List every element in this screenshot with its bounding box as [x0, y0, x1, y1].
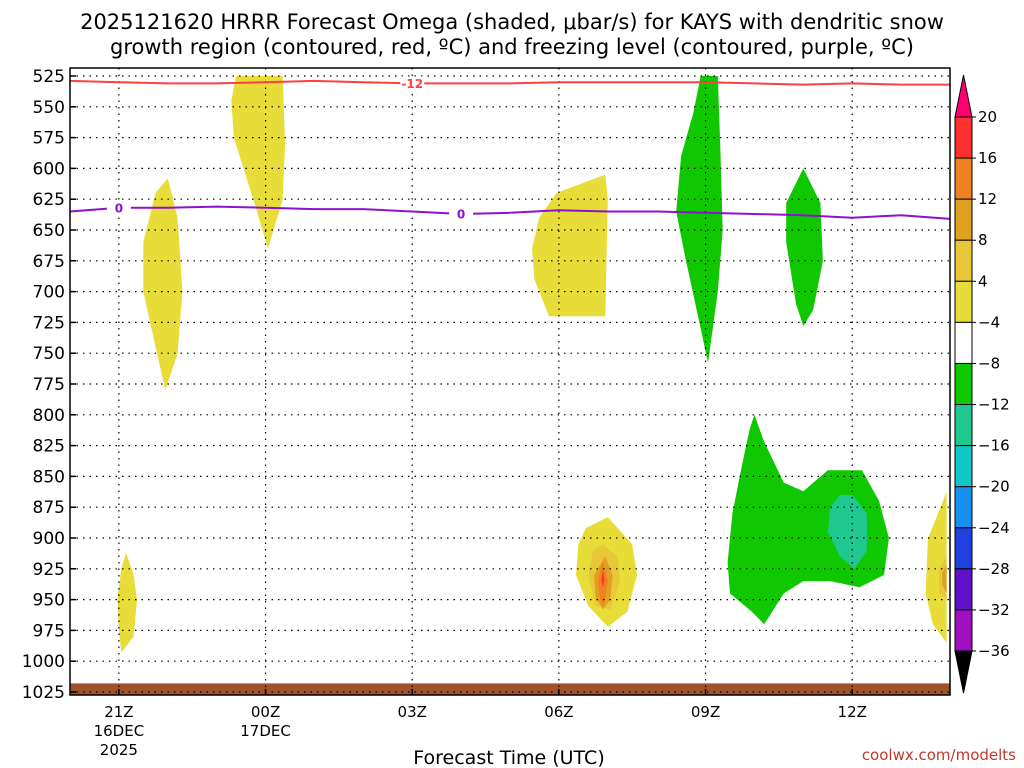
colorbar-label-5: −4 — [978, 313, 1000, 331]
axes: 525 550 575 600 625 650 675 700 725 750 775 800 825 8… — [22, 67, 951, 759]
y-tick-label-700: 700 — [33, 283, 65, 303]
colorbar-label-1: 16 — [978, 149, 997, 167]
dendritic-growth-contour — [69, 79, 950, 86]
omega-region-5 — [786, 168, 823, 327]
plot-area — [70, 76, 950, 695]
colorbar-cell-4 — [954, 280, 973, 323]
omega-region-10 — [601, 570, 605, 588]
y-tick-label-750: 750 — [33, 344, 65, 364]
contour-lines: -12 0 0 — [69, 76, 951, 221]
omega-region-4 — [676, 76, 723, 364]
colorbar-cell-10 — [954, 527, 973, 570]
colorbar-cell-6 — [954, 362, 973, 406]
colorbar-label-3: 8 — [978, 231, 988, 249]
colorbar-label-12: −32 — [978, 601, 1010, 619]
terrain-surface — [70, 683, 950, 695]
colorbar-cell-12 — [954, 609, 973, 652]
y-tick-label-1000: 1000 — [22, 652, 65, 672]
x-tick-date-21Z: 16DEC — [94, 722, 145, 740]
y-tick-label-875: 875 — [33, 498, 65, 518]
colorbar-cell-7 — [954, 404, 973, 447]
x-tick-date-00Z: 17DEC — [240, 722, 291, 740]
chart-title-line-2: growth region (contoured, red, ºC) and f… — [110, 35, 914, 59]
colorbar-label-0: 20 — [978, 108, 997, 126]
colorbar-cell-5 — [954, 321, 973, 364]
omega-region-11 — [727, 414, 889, 625]
colorbar-cell-1 — [954, 157, 973, 200]
omega-region-2 — [231, 76, 286, 249]
freezing-level-label-0: 0 — [115, 201, 123, 215]
omega-colorbar: 20 16 12 8 4 −4 −8 −12 −16 −20 −24 −28 −32 −36 — [954, 74, 1010, 694]
colorbar-cell-0 — [954, 116, 973, 159]
freezing-level-label-1: 0 — [457, 207, 465, 221]
colorbar-label-9: −20 — [978, 478, 1010, 496]
y-tick-label-625: 625 — [33, 190, 65, 210]
y-tick-label-800: 800 — [33, 406, 65, 426]
colorbar-cell-9 — [954, 486, 973, 529]
x-tick-label-00Z: 00Z — [251, 703, 280, 721]
colorbar-label-13: −36 — [978, 642, 1010, 660]
y-tick-label-575: 575 — [33, 129, 65, 149]
colorbar-cell-8 — [954, 445, 973, 488]
y-tick-label-975: 975 — [33, 621, 65, 641]
y-tick-label-725: 725 — [33, 313, 65, 333]
x-tick-label-03Z: 03Z — [398, 703, 427, 721]
omega-region-0 — [117, 552, 137, 653]
colorbar-label-7: −12 — [978, 396, 1010, 414]
plot-frame — [69, 67, 951, 696]
omega-region-1 — [143, 178, 183, 391]
y-tick-label-650: 650 — [33, 221, 65, 241]
dendritic-growth-label-0: -12 — [401, 77, 423, 91]
grid-lines — [70, 68, 950, 695]
x-tick-label-12Z: 12Z — [838, 703, 867, 721]
colorbar-cell-3 — [954, 239, 973, 282]
dendritic-growth-label-bg-0 — [400, 76, 425, 91]
colorbar-cell-11 — [954, 568, 973, 611]
y-tick-label-775: 775 — [33, 375, 65, 395]
y-tick-label-900: 900 — [33, 529, 65, 549]
y-tick-label-675: 675 — [33, 252, 65, 272]
x-tick-year-21Z: 2025 — [100, 741, 138, 759]
y-tick-label-600: 600 — [33, 159, 65, 179]
x-axis-label: Forecast Time (UTC) — [413, 747, 604, 768]
colorbar-label-8: −16 — [978, 437, 1010, 455]
colorbar-label-2: 12 — [978, 190, 997, 208]
shaded-omega-regions — [70, 76, 950, 695]
omega-region-12 — [827, 494, 867, 569]
colorbar-label-11: −28 — [978, 560, 1010, 578]
colorbar-label-10: −24 — [978, 519, 1010, 537]
omega-region-15 — [942, 565, 947, 594]
x-tick-label-21Z: 21Z — [104, 703, 133, 721]
y-tick-label-550: 550 — [33, 98, 65, 118]
y-tick-label-825: 825 — [33, 437, 65, 457]
y-tick-label-850: 850 — [33, 467, 65, 487]
y-tick-label-925: 925 — [33, 560, 65, 580]
colorbar-cell-2 — [954, 198, 973, 241]
source-credit: coolwx.com/modelts — [862, 746, 1016, 764]
freezing-level-contour — [69, 205, 951, 220]
colorbar-label-4: 4 — [978, 272, 988, 290]
y-tick-label-525: 525 — [33, 67, 65, 87]
y-tick-label-1025: 1025 — [22, 683, 65, 703]
colorbar-label-6: −8 — [978, 354, 1000, 372]
x-tick-label-09Z: 09Z — [691, 703, 720, 721]
freezing-level-label-bg-0 — [106, 200, 131, 215]
chart-title-line-1: 2025121620 HRRR Forecast Omega (shaded, … — [80, 10, 944, 34]
x-tick-label-06Z: 06Z — [544, 703, 573, 721]
y-tick-label-950: 950 — [33, 591, 65, 611]
omega-region-13 — [925, 491, 947, 643]
freezing-level-label-bg-1 — [449, 206, 474, 221]
